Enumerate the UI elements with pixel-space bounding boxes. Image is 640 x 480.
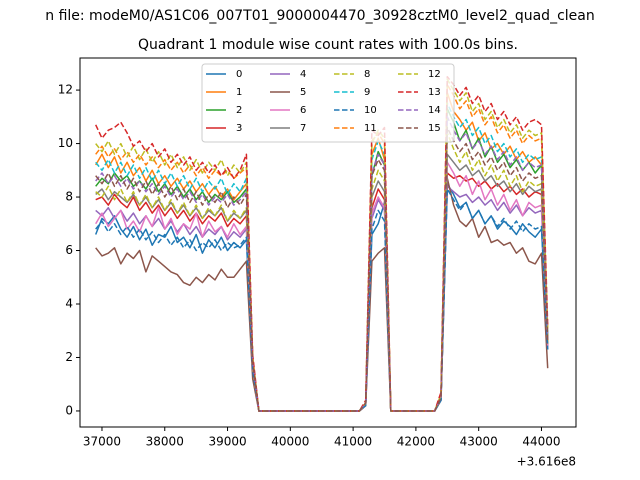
y-axis: 0 2 4 6 8 10 12 [58,83,80,417]
legend-label-12: 12 [428,69,441,80]
y-tick-label: 0 [65,403,73,417]
legend-label-2: 2 [236,105,242,116]
legend-label-7: 7 [300,123,306,134]
suptitle: n file: modeM0/AS1C06_007T01_9000004470_… [45,8,594,24]
legend-label-14: 14 [428,105,441,116]
x-tick-label: 38000 [146,435,184,449]
x-tick-label: 42000 [397,435,435,449]
series-line-15 [95,126,549,412]
legend-label-6: 6 [300,105,306,116]
x-tick-label: 43000 [460,435,498,449]
legend-label-3: 3 [236,123,242,134]
series-line-10 [95,188,549,412]
y-tick-label: 12 [58,83,73,97]
plot-frame [79,57,577,428]
legend-label-0: 0 [236,69,242,80]
x-tick-label: 37000 [83,435,121,449]
series-layer [95,75,549,412]
x-tick-label: 40000 [271,435,309,449]
legend-label-8: 8 [364,69,370,80]
legend-label-10: 10 [364,105,377,116]
x-tick-label: 44000 [522,435,560,449]
legend-label-15: 15 [428,123,441,134]
x-axis: 37000 38000 39000 40000 41000 42000 43000 44000 [83,427,561,449]
legend-label-5: 5 [300,87,306,98]
y-tick-label: 6 [65,243,73,257]
chart-title: Quadrant 1 module wise count rates with … [138,37,518,53]
y-tick-label: 8 [65,190,73,204]
legend-label-13: 13 [428,87,441,98]
y-tick-label: 4 [65,297,73,311]
legend-label-9: 9 [364,87,370,98]
legend-label-4: 4 [300,69,306,80]
legend-label-11: 11 [364,123,377,134]
x-offset-label: +3.616e8 [517,455,576,469]
x-tick-label: 41000 [334,435,372,449]
legend-frame [201,63,455,143]
y-tick-label: 10 [58,136,73,150]
y-tick-label: 2 [65,350,73,364]
legend-label-1: 1 [236,87,242,98]
x-tick-label: 39000 [208,435,246,449]
